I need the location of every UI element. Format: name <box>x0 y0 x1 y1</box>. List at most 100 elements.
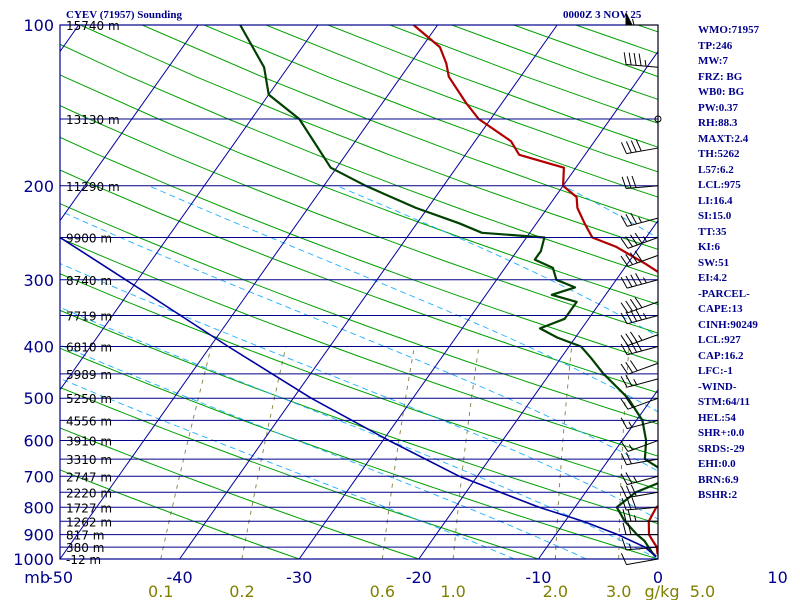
wind-barb-feather <box>630 484 637 497</box>
isotherm-line <box>60 25 438 559</box>
height-level-label: 1727 m <box>66 501 112 515</box>
wind-barb-staff <box>626 279 659 289</box>
wind-barb <box>621 497 659 511</box>
wind-barb <box>620 212 659 227</box>
height-level-label: 7719 m <box>66 310 112 324</box>
wind-barb-staff <box>626 506 659 511</box>
wind-barb-feather <box>621 538 627 551</box>
wind-barb-feather <box>620 440 629 452</box>
wind-barb-flag <box>625 12 633 26</box>
dry-adiabat-line <box>60 104 658 334</box>
wind-barb-staff <box>627 362 659 375</box>
wind-barb-feather <box>630 274 638 286</box>
moist-adiabat-line <box>60 210 658 472</box>
wind-barb-feather <box>620 277 628 289</box>
wind-barb <box>623 52 659 68</box>
wind-barb-staff <box>626 217 659 227</box>
isotherm-line <box>418 219 658 559</box>
height-level-label: 8740 m <box>66 274 112 288</box>
stat-line: SW:51 <box>698 256 730 269</box>
stat-line: LCL:927 <box>698 334 741 346</box>
pressure-tick-label: 900 <box>23 526 54 545</box>
temperature-tick-label: 0 <box>653 568 663 587</box>
height-level-label: 3310 m <box>66 453 112 467</box>
wind-barb-feather <box>622 509 627 522</box>
mixing-ratio-tick-label: 0.1 <box>148 582 173 600</box>
stat-line: L57:6.2 <box>698 163 734 176</box>
wind-barb-feather <box>620 553 627 565</box>
isotherm-line <box>60 25 319 391</box>
wind-barb-staff <box>627 440 659 452</box>
stat-line: PW:0.37 <box>698 101 739 114</box>
stat-line: MAXT:2.4 <box>698 132 749 145</box>
dry-adiabats <box>60 25 658 559</box>
mixing-ratio-unit-label: g/kg <box>645 582 680 600</box>
height-level-label: 4556 m <box>66 414 112 428</box>
temperature-tick-label: -50 <box>47 568 73 587</box>
temperature-tick-label: -30 <box>286 568 312 587</box>
height-level-label: 11290 m <box>66 180 120 194</box>
pressure-tick-label: 100 <box>23 16 54 35</box>
wind-barb-feather <box>621 498 627 511</box>
pressure-tick-label: 600 <box>23 432 54 451</box>
wind-barb-feather <box>625 214 633 226</box>
height-level-label: 380 m <box>66 541 104 555</box>
wind-barb-feather <box>623 52 627 65</box>
dry-adiabat-line <box>60 386 541 559</box>
wind-barb <box>620 440 659 452</box>
dry-adiabat-line <box>60 169 658 394</box>
wind-barb-feather <box>625 396 634 408</box>
pressure-tick-label: 500 <box>23 389 54 408</box>
wind-barb-feather <box>620 343 628 356</box>
wind-barb-feather <box>634 250 643 262</box>
stat-line: KI:6 <box>698 241 720 253</box>
temperature-tick-label: -10 <box>525 568 551 587</box>
stat-line: SRDS:-29 <box>698 442 745 455</box>
stat-line: STM:64/11 <box>698 396 750 408</box>
height-level-label: 5250 m <box>66 392 112 406</box>
wind-barb <box>621 175 659 189</box>
wind-barb <box>620 452 659 466</box>
wind-barb-half-feather <box>638 216 643 223</box>
wind-barb <box>622 509 659 522</box>
wind-barb-feather <box>631 175 637 188</box>
wind-barb-staff <box>626 315 659 325</box>
wind-barb-feather <box>625 485 632 498</box>
mixing-ratio-tick-label: 0.6 <box>370 582 395 600</box>
stat-line: CINH:90249 <box>698 318 758 331</box>
stat-line: BRN:6.9 <box>698 473 739 486</box>
wind-barb-half-feather <box>642 236 648 242</box>
wind-barb-staff <box>627 334 659 346</box>
wind-barb-staff <box>626 346 659 356</box>
height-level-label: 2747 m <box>66 470 112 484</box>
wind-barb-half-feather <box>644 60 647 67</box>
wind-barb-feather <box>620 453 627 465</box>
isotherm-line <box>60 25 199 222</box>
calm-wind-circle <box>654 115 662 123</box>
wind-barb-feather <box>625 311 633 323</box>
wind-barb-feather <box>627 522 632 535</box>
wind-barb-half-feather <box>634 515 637 522</box>
temperature-profile <box>412 25 658 557</box>
wind-barb <box>620 139 659 155</box>
dry-adiabat-line <box>60 43 658 278</box>
temperature-tick-label: -40 <box>167 568 193 587</box>
wind-barb-feather <box>628 52 632 65</box>
wind-barb-feather <box>620 312 628 325</box>
wind-barb-staff <box>626 147 659 155</box>
mixing-ratio-line <box>381 346 415 559</box>
wind-barb <box>625 12 658 26</box>
wind-barb-feather <box>620 376 628 388</box>
dry-adiabat-line <box>60 309 658 525</box>
height-level-label: 9900 m <box>66 231 112 245</box>
wind-barb-feather <box>635 273 643 285</box>
wind-barb-staff <box>626 558 659 566</box>
wind-barb-feather <box>630 212 638 225</box>
temperature-tick-label: 10 <box>767 568 787 587</box>
height-level-label: 1262 m <box>66 515 112 529</box>
wind-barb <box>620 484 659 499</box>
wind-barb-feather <box>634 232 643 244</box>
isotherm-line <box>298 50 658 559</box>
wind-barb-feather <box>620 473 628 485</box>
stat-line: SI:15.0 <box>698 210 732 222</box>
